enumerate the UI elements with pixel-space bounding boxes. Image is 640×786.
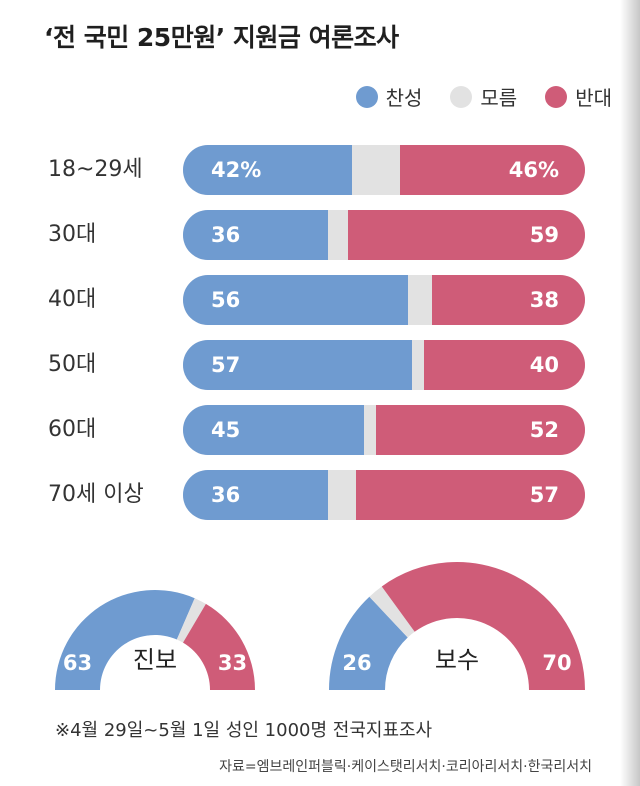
bar-segment-oppose <box>400 145 585 195</box>
bar-value-oppose: 40 <box>529 353 559 377</box>
legend-item-oppose: 반대 <box>545 82 612 111</box>
gauge-slice-unknown <box>176 598 206 643</box>
bar-segment-support <box>183 470 329 520</box>
bar-segment-support <box>183 340 413 390</box>
bar-segment-unknown <box>412 340 425 390</box>
legend: 찬성 모름 반대 <box>355 82 612 111</box>
bar-value-oppose: 38 <box>529 288 559 312</box>
stacked-bar: 56 38 <box>183 275 585 325</box>
bar-segment-unknown <box>351 145 401 195</box>
bar-value-support: 42% <box>211 158 262 182</box>
legend-label-support: 찬성 <box>385 86 423 110</box>
bar-row-label: 50대 <box>48 352 97 377</box>
stacked-bar: 36 57 <box>183 470 585 520</box>
legend-label-oppose: 반대 <box>575 86 612 110</box>
gauge-value-oppose: 33 <box>218 651 247 675</box>
bar-segment-oppose <box>347 210 585 260</box>
gauge-value-support: 26 <box>342 651 371 675</box>
gauge-center-label-conservative: 보수 <box>435 646 479 674</box>
gauge-value-oppose: 70 <box>542 651 571 675</box>
bar-segment-oppose <box>375 405 585 455</box>
bar-segment-support <box>183 405 365 455</box>
bar-segment-support <box>183 210 329 260</box>
legend-dot-support <box>355 85 378 108</box>
bar-segment-oppose <box>432 275 585 325</box>
gauge-slice-support <box>55 590 195 690</box>
gauge-slice-unknown <box>369 586 415 638</box>
gauge-slice-oppose <box>381 562 585 690</box>
bar-segment-support <box>183 145 353 195</box>
stacked-bar: 45 52 <box>183 405 585 455</box>
bar-row-label: 60대 <box>48 417 97 442</box>
bar-segment-unknown <box>327 470 357 520</box>
legend-item-support: 찬성 <box>355 82 423 111</box>
source-credit: 자료=엠브레인퍼블릭·케이스탯리서치·코리아리서치·한국리서치 <box>219 759 592 775</box>
chart-title: ‘전 국민 25만원’ 지원금 여론조사 <box>44 23 399 52</box>
bar-value-oppose: 52 <box>529 418 559 442</box>
bar-segment-unknown <box>363 405 377 455</box>
legend-dot-unknown <box>450 85 473 108</box>
stacked-bar: 36 59 <box>183 210 585 260</box>
gauge-center-label-progressive: 진보 <box>133 646 177 674</box>
footnote: ※4월 29일~5월 1일 성인 1000명 전국지표조사 <box>55 720 433 741</box>
bar-segment-unknown <box>327 210 349 260</box>
bar-row-label: 18~29세 <box>48 157 143 182</box>
bar-value-support: 57 <box>211 353 241 377</box>
bar-value-support: 36 <box>211 483 241 507</box>
bar-row-label: 40대 <box>48 287 97 312</box>
bar-value-support: 56 <box>211 288 241 312</box>
gauge-value-support: 63 <box>63 651 92 675</box>
legend-item-unknown: 모름 <box>450 82 517 111</box>
bar-segment-unknown <box>408 275 433 325</box>
gauge-slice-oppose <box>182 603 255 690</box>
right-edge-shadow <box>620 0 640 786</box>
legend-dot-oppose <box>545 85 568 108</box>
bar-segment-support <box>183 275 409 325</box>
stacked-bar: 42% 46% <box>183 145 585 195</box>
bar-value-support: 45 <box>211 418 241 442</box>
bar-row-label: 30대 <box>48 222 97 247</box>
bar-value-support: 36 <box>211 223 241 247</box>
legend-label-unknown: 모름 <box>480 86 518 110</box>
stacked-bar: 57 40 <box>183 340 585 390</box>
gauge-slice-support <box>329 596 408 690</box>
bar-segment-oppose <box>355 470 585 520</box>
bar-segment-oppose <box>424 340 585 390</box>
bar-value-oppose: 57 <box>529 483 559 507</box>
bar-value-oppose: 46% <box>508 158 559 182</box>
bar-value-oppose: 59 <box>529 223 559 247</box>
bar-row-label: 70세 이상 <box>48 482 144 507</box>
